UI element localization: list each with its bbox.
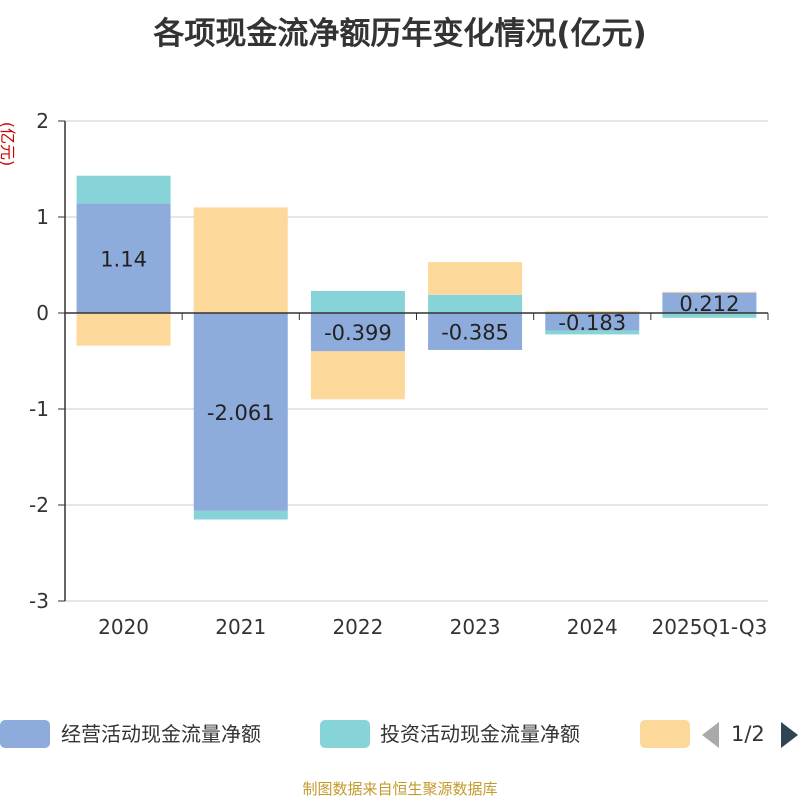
grid-lines (65, 120, 768, 602)
x-tick-label: 2025Q1-Q3 (652, 615, 768, 639)
bar-series-1-2023[interactable] (428, 294, 523, 313)
bar-series-2-2025Q1-Q3[interactable] (662, 291, 757, 293)
data-label-operating: 1.14 (100, 247, 147, 271)
cash-flow-chart: 2 1 0 -1 -2 -3 2020 2021 2022 2023 2024 2025Q1-Q3 1… (29, 109, 769, 639)
bar-series-1-2024[interactable] (545, 330, 640, 335)
bar-series-2-2023[interactable] (428, 262, 523, 295)
bar-series-0-2023[interactable] (428, 313, 523, 350)
y-tick-label: 1 (36, 205, 49, 229)
legend-swatch-investing (320, 720, 370, 748)
data-label-operating: -0.385 (441, 320, 509, 344)
data-labels: 1.14 -2.061 -0.399 -0.385 -0.183 0.212 (100, 247, 739, 425)
y-tick-label: 2 (36, 109, 49, 133)
bar-series-0-2024[interactable] (545, 313, 640, 331)
bar-series-2-2024[interactable] (545, 311, 640, 313)
x-tick-label: 2020 (98, 615, 149, 639)
legend-page-indicator: 1/2 (731, 722, 765, 746)
data-label-operating: 0.212 (679, 292, 739, 316)
x-tick-label: 2022 (332, 615, 383, 639)
legend-prev-page-icon[interactable] (702, 722, 719, 748)
y-tick-label: -1 (29, 397, 49, 421)
data-label-operating: -0.183 (558, 311, 626, 335)
data-label-operating: -0.399 (324, 321, 392, 345)
legend-label-investing: 投资活动现金流量净额 (380, 722, 580, 746)
source-note: 制图数据来自恒生聚源数据库 (302, 780, 498, 798)
axes: 2 1 0 -1 -2 -3 2020 2021 2022 2023 2024 2025Q1-Q3 (29, 109, 769, 639)
y-tick-label: -3 (29, 589, 49, 613)
y-tick-label: -2 (29, 493, 49, 517)
data-label-operating: -2.061 (207, 401, 275, 425)
bar-series-2-2020[interactable] (76, 313, 171, 346)
legend-swatch-operating (0, 720, 50, 748)
bar-series-0-2021[interactable] (193, 313, 288, 511)
legend-label-operating: 经营活动现金流量净额 (61, 722, 261, 746)
bar-series-2-2021[interactable] (193, 207, 288, 313)
bar-series-2-2022[interactable] (310, 351, 405, 400)
bar-series-1-2022[interactable] (310, 290, 405, 313)
legend-next-page-icon[interactable] (781, 722, 798, 748)
bars (76, 175, 757, 520)
legend-swatch-financing (640, 720, 690, 748)
chart-title: 各项现金流净额历年变化情况(亿元) (153, 16, 647, 52)
bar-series-1-2025Q1-Q3[interactable] (662, 313, 757, 318)
bar-series-0-2020[interactable] (76, 203, 171, 313)
x-tick-label: 2023 (450, 615, 501, 639)
x-tick-label: 2021 (215, 615, 266, 639)
bar-series-1-2020[interactable] (76, 175, 171, 204)
x-tick-label: 2024 (567, 615, 618, 639)
y-tick-label: 0 (36, 301, 49, 325)
bar-series-0-2022[interactable] (310, 313, 405, 352)
bar-series-1-2021[interactable] (193, 510, 288, 520)
bar-series-0-2025Q1-Q3[interactable] (662, 292, 757, 313)
